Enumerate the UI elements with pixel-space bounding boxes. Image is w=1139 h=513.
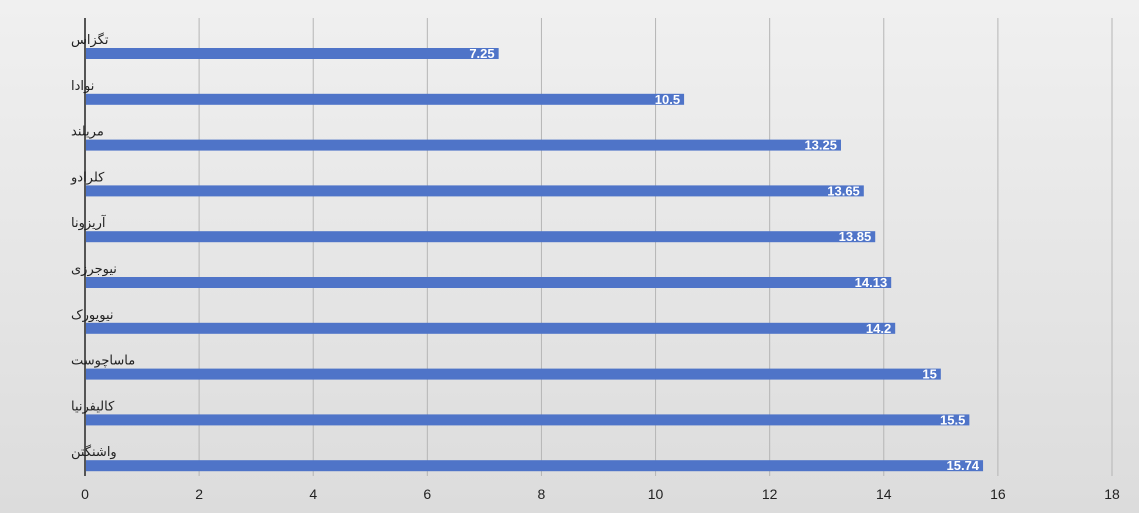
x-axis-tick-labels: 0 2 4 6 8 10 12 14 16 18: [81, 486, 1120, 502]
x-tick-label: 8: [538, 486, 546, 502]
x-tick-label: 10: [648, 486, 664, 502]
data-label: 14.2: [866, 321, 891, 336]
category-label: کلرادو: [70, 170, 105, 185]
data-label: 15.5: [940, 412, 965, 427]
category-label: نیوجرزی: [71, 262, 117, 277]
data-labels: 7.25 10.5 13.25 13.65 13.85 14.13 14.2 15 15.5 15…: [469, 46, 979, 473]
category-label: مریلند: [71, 125, 104, 140]
bar: [85, 48, 499, 59]
bar: [85, 368, 941, 380]
data-label: 15.74: [947, 458, 980, 473]
bars: [85, 48, 984, 472]
data-label: 13.65: [827, 183, 860, 198]
category-label: تگزاس: [71, 32, 109, 48]
bar: [85, 231, 876, 243]
data-label: 10.5: [655, 92, 680, 107]
x-tick-label: 0: [81, 486, 89, 502]
category-label: کالیفرنیا: [71, 399, 115, 414]
bar: [85, 460, 984, 472]
x-tick-label: 12: [762, 486, 778, 502]
category-labels: تگزاس نوادا مریلند کلرادو آریزونا نیوجرزی نیوی…: [70, 32, 135, 460]
x-tick-label: 16: [990, 486, 1006, 502]
data-label: 7.25: [469, 46, 494, 61]
data-label: 14.13: [855, 275, 888, 290]
x-tick-label: 18: [1104, 486, 1120, 502]
gridlines: [198, 18, 1113, 476]
bar: [85, 93, 685, 105]
x-tick-label: 14: [876, 486, 892, 502]
x-tick-label: 6: [423, 486, 431, 502]
bar: [85, 139, 841, 151]
bar: [85, 414, 970, 426]
x-tick-label: 2: [195, 486, 203, 502]
data-label: 15: [922, 367, 936, 382]
category-label: واشنگتن: [71, 444, 117, 460]
category-label: ماساچوست: [71, 354, 135, 369]
bar: [85, 322, 896, 334]
category-label: نیویورک: [71, 308, 114, 323]
bar: [85, 185, 864, 197]
category-label: نوادا: [71, 79, 94, 94]
data-label: 13.25: [804, 138, 837, 153]
category-label: آریزونا: [71, 214, 107, 231]
data-label: 13.85: [839, 229, 872, 244]
x-tick-label: 4: [309, 486, 317, 502]
bar: [85, 277, 892, 288]
